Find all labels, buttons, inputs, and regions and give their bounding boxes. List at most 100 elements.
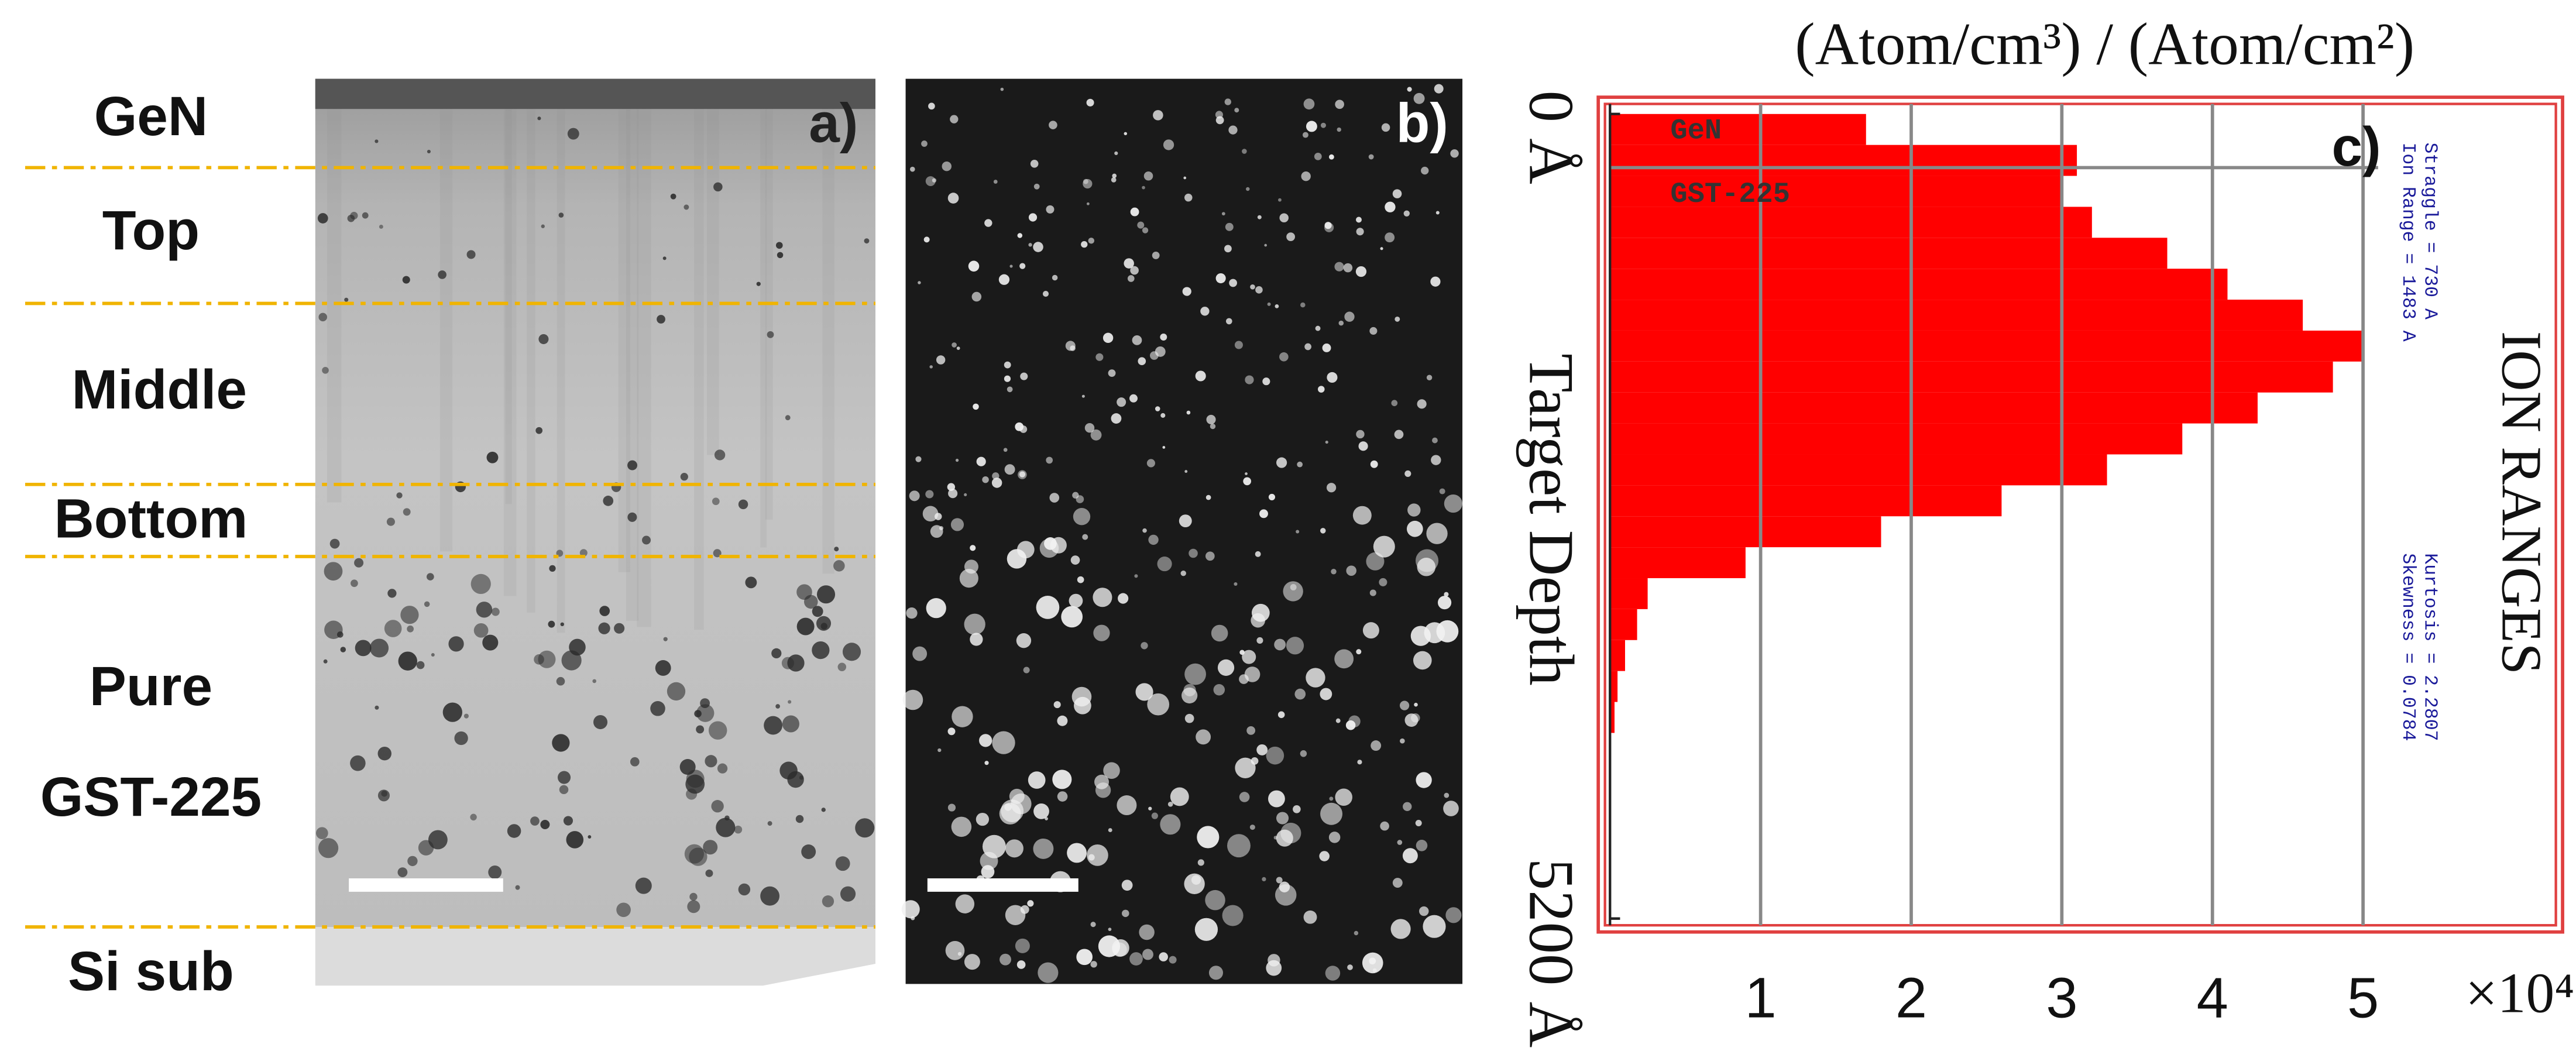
grain	[535, 427, 543, 434]
micrograph-a	[315, 78, 875, 986]
grain	[1030, 160, 1039, 168]
grain	[1042, 290, 1049, 297]
grain	[362, 212, 369, 219]
bar	[1610, 176, 2062, 207]
grain	[1354, 930, 1359, 936]
panel-label: c)	[2332, 116, 2381, 178]
grain	[1327, 372, 1338, 383]
layer-label: Si sub	[68, 940, 234, 1002]
grain	[992, 731, 1015, 754]
grain	[1325, 966, 1341, 981]
grain	[1184, 193, 1193, 202]
grain	[384, 620, 402, 637]
grain	[1093, 588, 1112, 607]
grain	[1385, 232, 1395, 243]
grain	[1184, 713, 1194, 723]
grain	[1355, 217, 1362, 223]
grain	[929, 365, 933, 369]
grain	[1338, 320, 1344, 326]
grain	[1426, 375, 1433, 380]
grain	[1432, 437, 1438, 444]
streak	[527, 109, 535, 613]
statistic: Straggle = 730 A	[2419, 142, 2440, 319]
grain	[1016, 633, 1032, 648]
grain	[1146, 459, 1155, 468]
layer-label: Bottom	[54, 488, 248, 550]
grain	[970, 545, 976, 551]
grain	[1160, 814, 1181, 835]
grain	[855, 818, 875, 838]
grain	[1416, 840, 1428, 851]
grain	[812, 606, 823, 617]
grain	[756, 281, 761, 286]
grain	[1045, 817, 1048, 820]
grain	[1276, 829, 1293, 847]
bar	[1610, 485, 2002, 517]
grain	[407, 625, 414, 633]
grain	[1003, 448, 1008, 452]
grain	[714, 449, 726, 461]
grain	[1083, 178, 1088, 184]
layer-annotation: GeN	[1670, 114, 1722, 147]
grain	[375, 705, 379, 710]
grain	[386, 517, 395, 526]
grain	[816, 585, 836, 604]
grain	[1262, 877, 1266, 882]
grain	[998, 274, 1010, 285]
grain	[1227, 834, 1251, 858]
grain	[1046, 456, 1053, 464]
grain	[767, 331, 774, 338]
grain	[558, 212, 564, 218]
grain	[1400, 738, 1405, 744]
grain	[1135, 683, 1153, 701]
layer-boundaries	[25, 166, 875, 929]
grain	[438, 270, 446, 279]
grain	[835, 856, 850, 871]
grain	[488, 865, 502, 879]
grain	[1394, 430, 1404, 439]
grain	[906, 607, 918, 619]
grain	[1208, 966, 1223, 980]
grain	[1019, 471, 1026, 478]
grain	[396, 492, 403, 499]
grain	[684, 844, 705, 864]
grain	[942, 161, 952, 171]
grain	[1319, 851, 1330, 861]
grain	[696, 704, 715, 722]
bar	[1610, 207, 2092, 238]
grain	[992, 472, 1000, 480]
grain	[937, 748, 942, 753]
grain	[1357, 760, 1362, 765]
grain	[955, 894, 975, 913]
grain	[1347, 964, 1353, 970]
grain	[322, 367, 329, 374]
grain	[1245, 472, 1248, 475]
grain	[556, 676, 565, 686]
grain	[687, 900, 700, 913]
grain	[834, 547, 839, 552]
grain	[712, 497, 720, 506]
grain	[1304, 343, 1311, 351]
grain	[407, 856, 418, 867]
grain	[1087, 844, 1108, 866]
grain	[1413, 651, 1432, 670]
grain	[1181, 687, 1198, 704]
grain	[530, 816, 540, 826]
grain	[1072, 492, 1079, 499]
grain	[1090, 429, 1102, 441]
grain	[1005, 839, 1023, 858]
grain	[1000, 953, 1011, 966]
grain	[1197, 859, 1204, 866]
grain	[1088, 854, 1095, 861]
grain	[1082, 534, 1088, 540]
grain	[1027, 900, 1034, 907]
grain	[1355, 266, 1367, 277]
grain	[1334, 262, 1344, 272]
bar	[1610, 547, 1746, 579]
grain	[1184, 470, 1188, 473]
grain	[812, 641, 830, 660]
grain	[1138, 357, 1146, 366]
grain	[1334, 649, 1354, 669]
grain	[1397, 840, 1403, 845]
grain	[1007, 549, 1027, 569]
